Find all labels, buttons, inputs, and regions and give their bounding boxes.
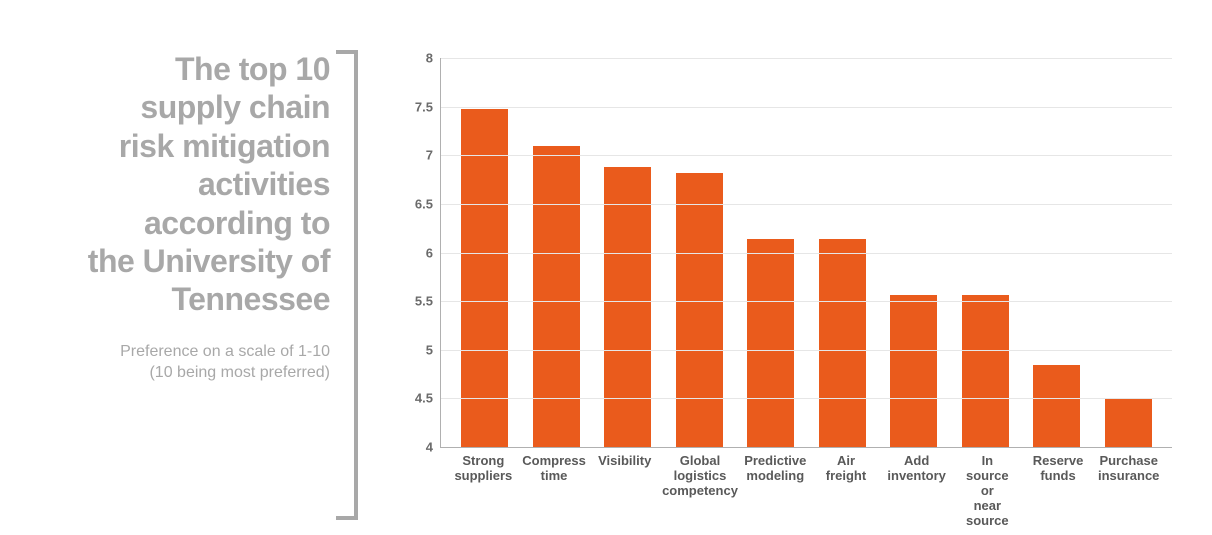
x-tick-label: Insourceornearsource — [952, 454, 1023, 529]
gridline — [441, 58, 1172, 59]
x-tick-label: Strongsuppliers — [448, 454, 519, 529]
bar — [962, 295, 1009, 447]
bar — [1105, 398, 1152, 447]
bar — [747, 239, 794, 447]
bar — [461, 109, 508, 447]
x-tick-label: Addinventory — [881, 454, 952, 529]
y-tick-label: 6.5 — [415, 196, 441, 211]
x-tick-label: Globallogisticscompetency — [660, 454, 740, 529]
y-tick-label: 4.5 — [415, 391, 441, 406]
x-tick-label: Airfreight — [811, 454, 882, 529]
subtitle-line: Preference on a scale of 1-10 — [120, 343, 330, 360]
bar — [676, 173, 723, 447]
subtitle-line: (10 being most preferred) — [149, 364, 330, 381]
x-tick-label: Purchaseinsurance — [1093, 454, 1164, 529]
left-panel: The top 10supply chainrisk mitigationact… — [20, 30, 360, 515]
gridline — [441, 398, 1172, 399]
title-line: according to — [144, 205, 330, 241]
title-line: risk mitigation — [119, 128, 330, 164]
y-tick-label: 5.5 — [415, 294, 441, 309]
bar — [819, 239, 866, 447]
y-tick-label: 8 — [426, 51, 441, 66]
chart-subtitle: Preference on a scale of 1-10 (10 being m… — [20, 341, 330, 384]
bar — [1033, 365, 1080, 447]
gridline — [441, 253, 1172, 254]
plot-area: 44.555.566.577.58 — [440, 58, 1172, 448]
y-tick-label: 5 — [426, 342, 441, 357]
x-tick-label: Compresstime — [519, 454, 590, 529]
x-tick-label: Visibility — [589, 454, 660, 529]
title-line: the University of — [88, 243, 330, 279]
y-tick-label: 4 — [426, 440, 441, 455]
x-tick-label: Predictivemodeling — [740, 454, 811, 529]
chart-panel: 44.555.566.577.58 StrongsuppliersCompres… — [360, 30, 1192, 515]
figure-container: The top 10supply chainrisk mitigationact… — [0, 0, 1212, 535]
x-axis-labels: StrongsuppliersCompresstimeVisibilityGlo… — [440, 448, 1172, 529]
title-line: Tennessee — [171, 281, 330, 317]
title-line: supply chain — [140, 89, 330, 125]
gridline — [441, 350, 1172, 351]
bar — [533, 146, 580, 447]
title-line: activities — [198, 166, 330, 202]
gridline — [441, 107, 1172, 108]
gridline — [441, 155, 1172, 156]
y-tick-label: 7.5 — [415, 99, 441, 114]
chart-title: The top 10supply chainrisk mitigationact… — [20, 50, 330, 319]
y-tick-label: 6 — [426, 245, 441, 260]
gridline — [441, 301, 1172, 302]
x-tick-label: Reservefunds — [1023, 454, 1094, 529]
bar — [890, 295, 937, 447]
gridline — [441, 204, 1172, 205]
y-tick-label: 7 — [426, 148, 441, 163]
bracket-icon — [334, 50, 360, 520]
title-line: The top 10 — [175, 51, 330, 87]
bar — [604, 167, 651, 447]
